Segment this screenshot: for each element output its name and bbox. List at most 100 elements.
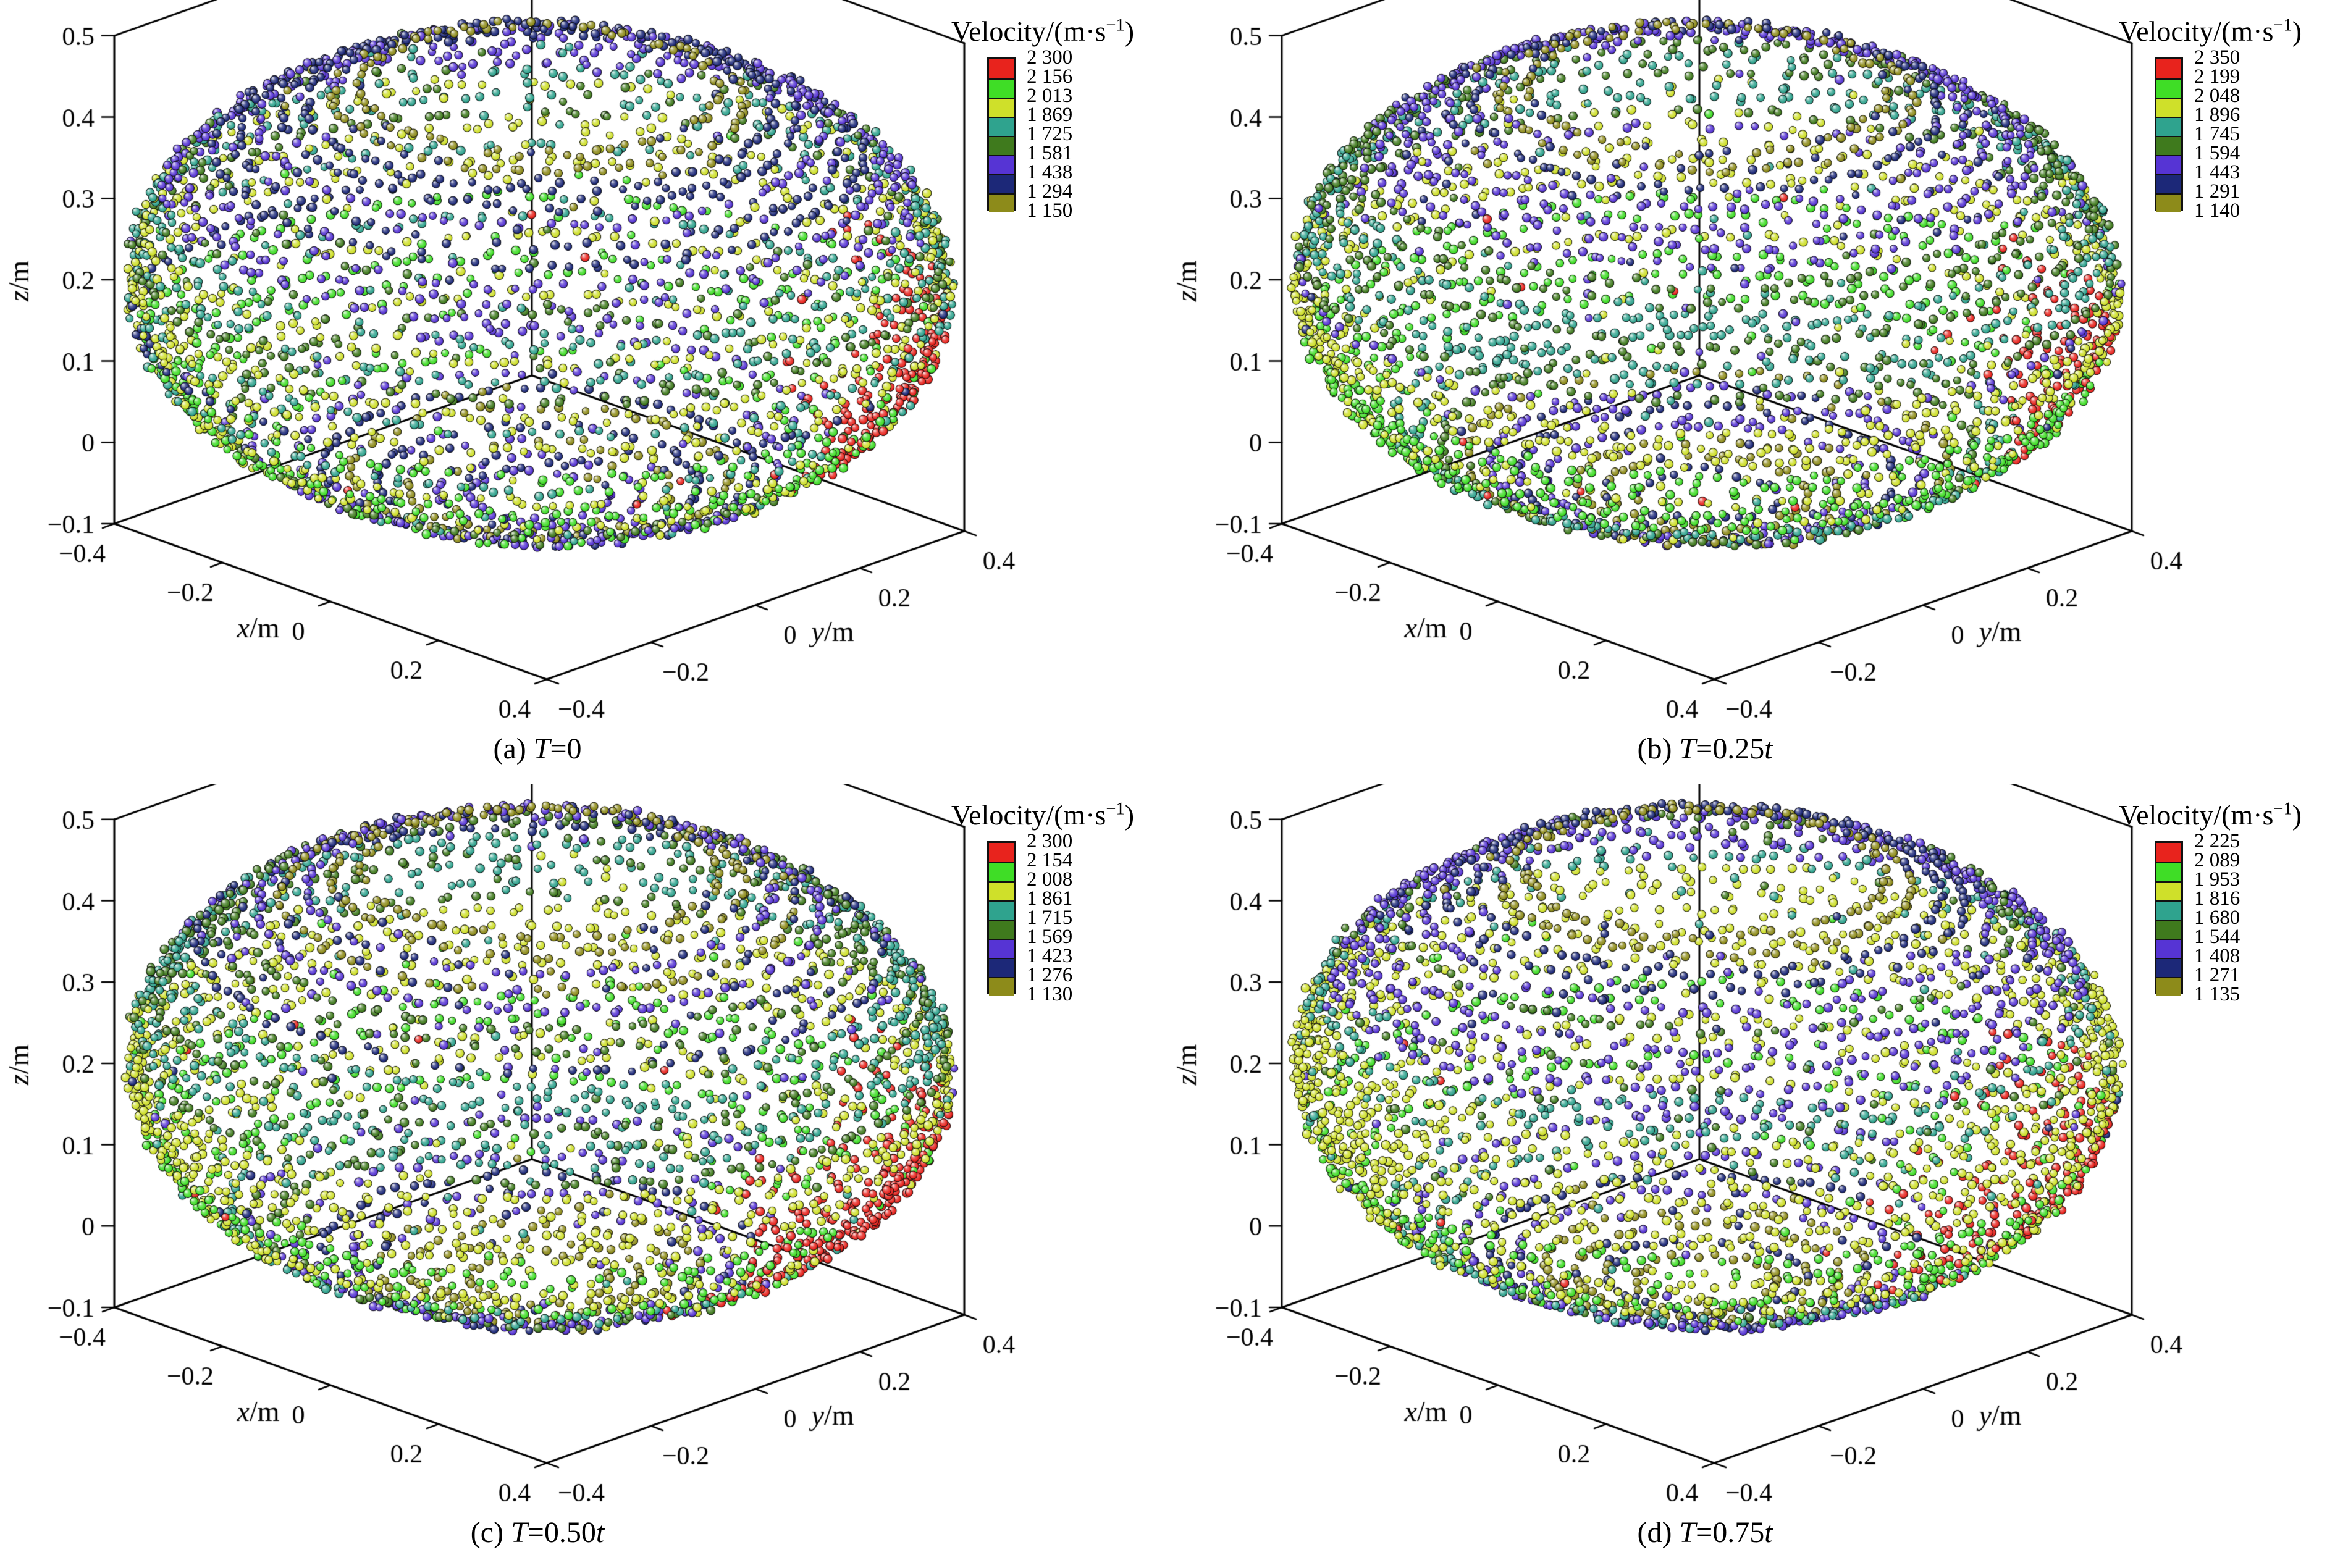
colorbar-segment-teal <box>2156 117 2181 136</box>
colorbar-tick-label: 2 048 <box>2194 85 2240 107</box>
colorbar-tick-label: 1 725 <box>1027 123 1073 145</box>
colorbar-title-text: Velocity/(m·s <box>951 799 1106 831</box>
caption-t-suffix: t <box>1764 732 1773 765</box>
panel-b-colorbar: Velocity/(m·s−1) 2 350 2 199 2 048 1 896 1 7… <box>2119 15 2332 221</box>
colorbar-tick-label: 1 861 <box>1027 887 1073 910</box>
colorbar-tick-label: 1 291 <box>2194 180 2240 203</box>
colorbar-tick-label: 1 408 <box>2194 945 2240 967</box>
colorbar-tick-label: 1 594 <box>2194 142 2240 164</box>
colorbar-segment-olive <box>989 193 1014 212</box>
colorbar-tick-label: 2 300 <box>1027 830 1073 852</box>
colorbar-title: Velocity/(m·s−1) <box>2119 15 2332 48</box>
colorbar-title: Velocity/(m·s−1) <box>951 15 1164 48</box>
colorbar-title-exponent: −1 <box>2273 15 2292 35</box>
colorbar-tick-label: 1 715 <box>1027 907 1073 929</box>
colorbar-labels: 2 300 2 154 2 008 1 861 1 715 1 569 1 423 1 276… <box>1027 831 1107 1005</box>
colorbar-segment-olive <box>2156 977 2181 996</box>
colorbar-segment-navy <box>989 174 1014 193</box>
colorbar-tick-label: 1 438 <box>1027 161 1073 183</box>
colorbar-tick-label: 2 008 <box>1027 868 1073 891</box>
panel-a-colorbar: Velocity/(m·s−1) 2 300 2 156 2 013 1 869 1 7… <box>951 15 1164 221</box>
colorbar-tick-label: 1 443 <box>2194 161 2240 183</box>
colorbar-tick-label: 2 013 <box>1027 85 1073 107</box>
colorbar-title-close: ) <box>1124 799 1135 831</box>
colorbar-gradient <box>2155 57 2183 212</box>
panel-b-3d-scatter-canvas <box>1168 0 2335 729</box>
colorbar-segment-navy <box>989 958 1014 977</box>
colorbar-body: 2 300 2 156 2 013 1 869 1 725 1 581 1 438 1 294… <box>987 47 1164 221</box>
colorbar-labels: 2 225 2 089 1 953 1 816 1 680 1 544 1 408 1 271… <box>2194 831 2274 1005</box>
caption-T: T <box>533 732 550 765</box>
colorbar-segment-olive <box>2156 193 2181 212</box>
colorbar-segment-purple <box>989 155 1014 174</box>
colorbar-segment-red <box>2156 59 2181 78</box>
panel-a-caption: (a) T=0 <box>0 732 1075 766</box>
colorbar-labels: 2 350 2 199 2 048 1 896 1 745 1 594 1 443 1 291… <box>2194 47 2274 221</box>
colorbar-tick-label: 2 156 <box>1027 65 1073 88</box>
colorbar-gradient <box>987 841 1016 996</box>
caption-prefix: (c) <box>470 1516 511 1549</box>
colorbar-segment-teal <box>2156 900 2181 920</box>
colorbar-title: Velocity/(m·s−1) <box>2119 799 2332 831</box>
colorbar-segment-yellow <box>2156 881 2181 900</box>
colorbar-tick-label: 1 953 <box>2194 868 2240 891</box>
colorbar-body: 2 350 2 199 2 048 1 896 1 745 1 594 1 443 1 291… <box>2155 47 2332 221</box>
caption-t-suffix: t <box>595 1516 605 1549</box>
colorbar-title-text: Velocity/(m·s <box>2119 15 2274 47</box>
colorbar-labels: 2 300 2 156 2 013 1 869 1 725 1 581 1 438 1 294… <box>1027 47 1107 221</box>
colorbar-tick-label: 2 350 <box>2194 46 2240 69</box>
caption-prefix: (b) <box>1637 732 1680 765</box>
colorbar-segment-green <box>2156 78 2181 98</box>
colorbar-tick-label: 1 896 <box>2194 104 2240 126</box>
colorbar-segment-red <box>989 843 1014 862</box>
panel-d: Velocity/(m·s−1) 2 225 2 089 1 953 1 816 1 6… <box>1168 784 2335 1567</box>
colorbar-segment-olive <box>989 977 1014 996</box>
colorbar-title-exponent: −1 <box>1106 799 1125 819</box>
colorbar-tick-label: 2 154 <box>1027 849 1073 871</box>
caption-value: =0 <box>550 732 582 765</box>
colorbar-tick-label: 1 544 <box>2194 926 2240 948</box>
panel-b: Velocity/(m·s−1) 2 350 2 199 2 048 1 896 1 7… <box>1168 0 2335 784</box>
colorbar-title-close: ) <box>2292 799 2302 831</box>
colorbar-title-close: ) <box>2292 15 2302 47</box>
colorbar-tick-label: 2 199 <box>2194 65 2240 88</box>
colorbar-tick-label: 1 276 <box>1027 964 1073 986</box>
colorbar-tick-label: 2 089 <box>2194 849 2240 871</box>
colorbar-title-close: ) <box>1124 15 1135 47</box>
colorbar-tick-label: 1 816 <box>2194 887 2240 910</box>
panel-c: Velocity/(m·s−1) 2 300 2 154 2 008 1 861 1 7… <box>0 784 1168 1567</box>
colorbar-body: 2 225 2 089 1 953 1 816 1 680 1 544 1 408 1 271… <box>2155 831 2332 1005</box>
colorbar-title-exponent: −1 <box>1106 15 1125 35</box>
caption-value: =0.75 <box>1696 1516 1765 1549</box>
colorbar-tick-label: 1 581 <box>1027 142 1073 164</box>
colorbar-tick-label: 1 869 <box>1027 104 1073 126</box>
panel-a-3d-scatter-canvas <box>0 0 1168 729</box>
colorbar-segment-purple <box>989 939 1014 958</box>
caption-prefix: (a) <box>493 732 534 765</box>
colorbar-tick-label: 1 745 <box>2194 123 2240 145</box>
panel-d-caption: (d) T=0.75t <box>1168 1516 2242 1549</box>
colorbar-segment-green <box>2156 862 2181 881</box>
colorbar-segment-yellow <box>2156 98 2181 117</box>
panel-c-3d-scatter-canvas <box>0 784 1168 1512</box>
panel-a: Velocity/(m·s−1) 2 300 2 156 2 013 1 869 1 7… <box>0 0 1168 784</box>
colorbar-segment-dark_green <box>2156 136 2181 155</box>
colorbar-segment-navy <box>2156 174 2181 193</box>
colorbar-tick-label: 1 150 <box>1027 199 1073 222</box>
colorbar-tick-label: 1 271 <box>2194 964 2240 986</box>
colorbar-title: Velocity/(m·s−1) <box>951 799 1164 831</box>
colorbar-gradient <box>987 57 1016 212</box>
colorbar-segment-navy <box>2156 958 2181 977</box>
colorbar-segment-red <box>989 59 1014 78</box>
colorbar-segment-yellow <box>989 881 1014 900</box>
colorbar-segment-dark_green <box>989 136 1014 155</box>
colorbar-tick-label: 1 423 <box>1027 945 1073 967</box>
caption-T: T <box>1679 1516 1696 1549</box>
colorbar-segment-dark_green <box>2156 920 2181 939</box>
colorbar-body: 2 300 2 154 2 008 1 861 1 715 1 569 1 423 1 276… <box>987 831 1164 1005</box>
caption-T: T <box>1679 732 1696 765</box>
colorbar-segment-green <box>989 78 1014 98</box>
caption-value: =0.25 <box>1696 732 1765 765</box>
colorbar-segment-teal <box>989 900 1014 920</box>
